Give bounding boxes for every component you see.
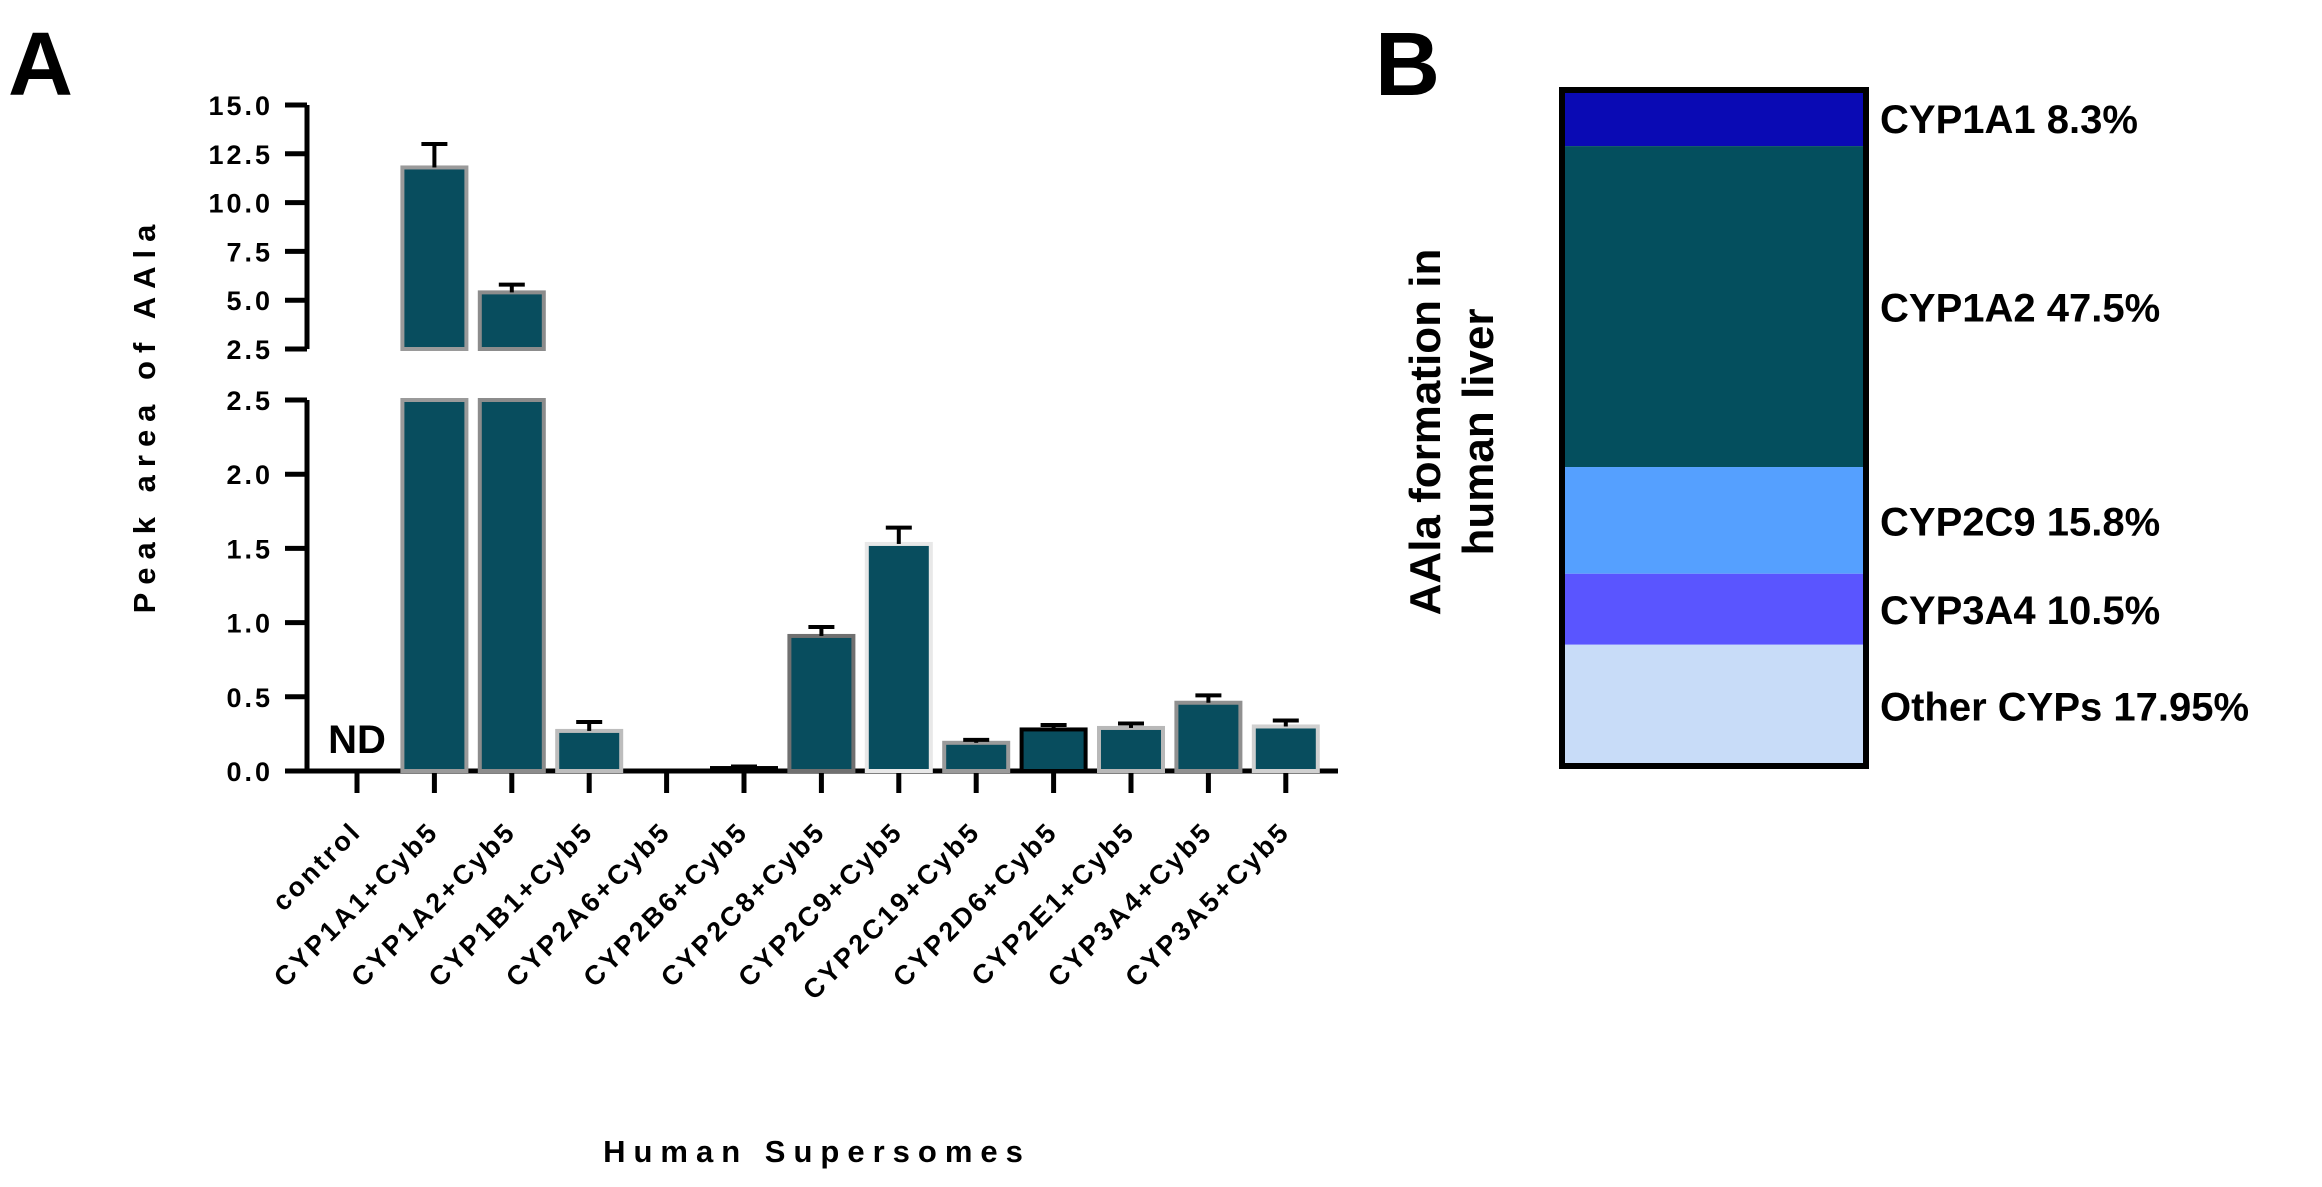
- y-tick-label-upper: 5.0: [226, 286, 273, 316]
- y-tick-label-lower: 0.0: [226, 757, 273, 787]
- chart-b-y-label-line-1: AAla formation in: [1401, 249, 1450, 616]
- bar: [787, 633, 856, 773]
- panel-label-b: B: [1375, 15, 1440, 115]
- panel-label-a: A: [8, 15, 73, 115]
- bar: [1019, 727, 1088, 773]
- bar: [1097, 725, 1165, 773]
- x-axis-label: Human Supersomes: [603, 1134, 1031, 1169]
- y-tick-label-lower: 0.5: [226, 683, 273, 713]
- stack-segment: [1562, 644, 1866, 766]
- segment-label: CYP3A4 10.5%: [1880, 589, 2160, 633]
- y-tick-label-lower: 1.0: [226, 609, 273, 639]
- chart-a: A 0.0 0.5 1.0 1.5 2.0 2.5 2.5 5.0 7.5 10.0 12.5 15.…: [8, 15, 1338, 1169]
- annotation-nd: ND: [328, 718, 386, 762]
- stack-segment: [1562, 146, 1866, 468]
- chart-a-x-tick-labels: controlCYP1A1+Cyb5CYP1A2+Cyb5CYP1B1+Cyb5…: [266, 816, 1296, 1005]
- y-tick-label-upper: 12.5: [208, 140, 273, 170]
- bar-upper: [477, 290, 546, 351]
- bar-lower: [400, 398, 469, 773]
- y-tick-label-lower: 2.5: [226, 386, 273, 416]
- stack-segment: [1562, 573, 1866, 645]
- segment-label: CYP1A1 8.3%: [1880, 98, 2138, 142]
- chart-b-y-label-line-2: human liver: [1454, 309, 1503, 556]
- segment-label: CYP1A2 47.5%: [1880, 287, 2160, 331]
- bar: [1174, 700, 1243, 774]
- y-tick-label-upper: 15.0: [208, 91, 273, 121]
- stack-segment: [1562, 90, 1866, 147]
- y-tick-label-lower: 1.5: [226, 534, 273, 564]
- bar: [864, 541, 933, 773]
- stack-segment: [1562, 467, 1866, 574]
- y-tick-label-lower: 2.0: [226, 460, 273, 490]
- chart-a-axes: 0.0 0.5 1.0 1.5 2.0 2.5 2.5 5.0 7.5 10.0 12.5 15.0: [208, 91, 1338, 793]
- bar: [555, 728, 624, 774]
- segment-label: Other CYPs 17.95%: [1880, 685, 2249, 729]
- bar-lower: [477, 398, 546, 773]
- y-tick-label-upper: 2.5: [226, 335, 273, 365]
- chart-a-bars: ND: [328, 142, 1320, 774]
- segment-label: CYP2C9 15.8%: [1880, 500, 2160, 544]
- bar: [1251, 724, 1320, 773]
- stack-outline: [1559, 87, 1869, 769]
- y-tick-label-upper: 7.5: [226, 237, 273, 267]
- bar-upper: [400, 165, 469, 351]
- y-axis-label: Peak area of AAla: [127, 217, 162, 614]
- chart-b-stack: CYP1A1 8.3% CYP1A2 47.5% CYP2C9 15.8% CYP3A…: [1559, 87, 2249, 769]
- bar: [942, 740, 1011, 774]
- y-tick-label-upper: 10.0: [208, 189, 273, 219]
